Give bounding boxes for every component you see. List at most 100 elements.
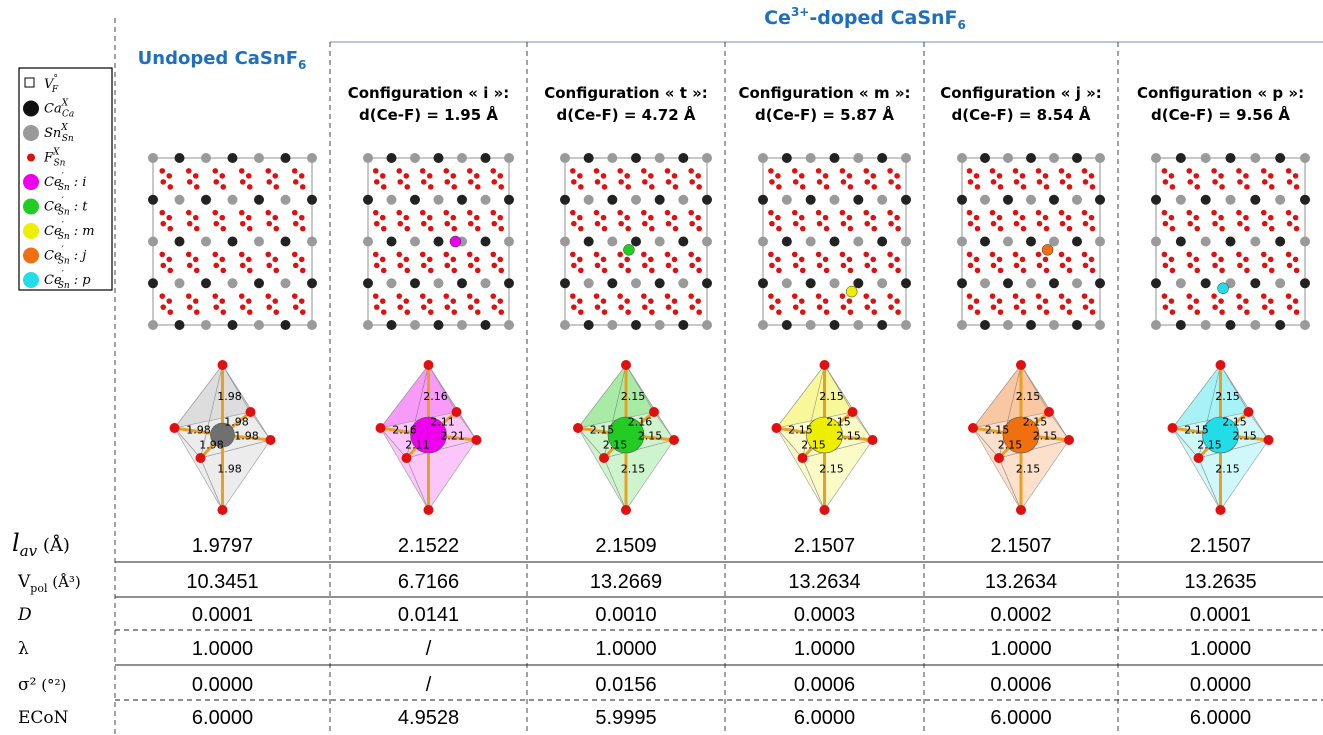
f-atom [1267,298,1274,304]
atom [829,320,840,330]
f-atom [617,209,623,216]
f-atom [1194,267,1201,274]
f-atom [1042,298,1049,304]
f-atom [1237,220,1243,227]
f-atom [245,173,252,179]
f-atom [798,298,805,304]
f-atom [815,209,822,216]
f-atom [1243,173,1249,179]
cell-value: 6.0000 [192,707,253,729]
text-part: (Å³) [47,573,80,591]
f-atom [641,293,647,299]
center-atom [607,416,645,454]
f-atom [245,298,252,304]
f-atom [1089,225,1096,232]
f-atom [160,304,167,310]
f-atom [1215,505,1226,515]
f-atom [989,251,996,258]
f-atom [649,225,655,232]
f-atom [1267,173,1274,179]
atom [386,236,397,247]
bond-length: 2.15 [1184,424,1209,437]
atom [1151,320,1161,330]
f-atom [967,179,974,185]
f-atom [621,505,631,515]
f-atom [1019,256,1026,263]
atom [174,153,185,163]
atom [1250,278,1261,289]
f-atom [839,168,846,174]
f-atom [864,220,871,227]
atom [901,278,911,289]
f-atom [594,220,601,227]
atom [457,194,467,205]
f-atom [871,225,878,232]
f-atom [373,304,380,310]
f-atom [1066,267,1073,274]
atom [1072,320,1082,330]
text-part: V [44,77,55,92]
f-atom [451,225,458,232]
f-atom [1066,309,1073,315]
atom [504,236,514,247]
config-distance: d(Ce-F) = 1.95 Å [359,105,498,124]
cell-value: 1.0000 [595,638,656,660]
atom [560,236,570,247]
f-atom [265,209,272,216]
f-atom [193,225,200,232]
center-atom [806,416,843,454]
f-atom [1161,251,1168,258]
atom [1095,236,1105,247]
f-atom [870,214,877,221]
cell-value: 6.0000 [990,707,1051,729]
f-atom [997,184,1004,190]
f-atom [185,168,192,174]
bond-length: 2.21 [440,430,465,443]
atom [1300,194,1310,205]
f-atom [672,267,679,274]
f-atom [1161,293,1168,299]
f-atom [768,293,774,299]
atom [201,153,211,163]
f-atom [451,309,458,315]
f-atom [618,304,624,310]
atom [805,194,816,205]
atom [702,153,712,163]
atom [560,278,570,289]
atom [433,236,444,247]
atom [1175,194,1186,205]
f-atom [426,214,433,221]
atom [1003,320,1013,330]
f-atom [867,435,878,445]
text-part: Sn [58,183,70,193]
f-atom [618,220,624,227]
f-atom [266,262,273,269]
f-atom [791,209,798,216]
f-atom [217,505,228,515]
atom [386,320,397,330]
f-atom [427,309,434,315]
f-atom [1169,184,1176,190]
f-atom [473,256,480,263]
atom [1003,194,1013,205]
f-atom [1260,251,1267,258]
f-atom [217,360,228,370]
atom [1250,153,1261,163]
cell-value: 10.3451 [186,571,258,593]
f-atom [193,267,200,274]
atom [457,153,467,163]
atom [1151,236,1161,247]
f-atom [776,309,782,315]
f-atom [167,309,174,315]
f-atom [974,267,981,274]
f-atom [380,225,387,232]
f-atom [380,309,387,315]
text-part: 6 [298,58,306,72]
atom [654,236,665,247]
f-atom [186,262,193,269]
f-atom [625,309,631,315]
f-atom [871,184,878,190]
f-atom [298,298,305,304]
f-atom [272,173,279,179]
f-atom [689,220,695,227]
